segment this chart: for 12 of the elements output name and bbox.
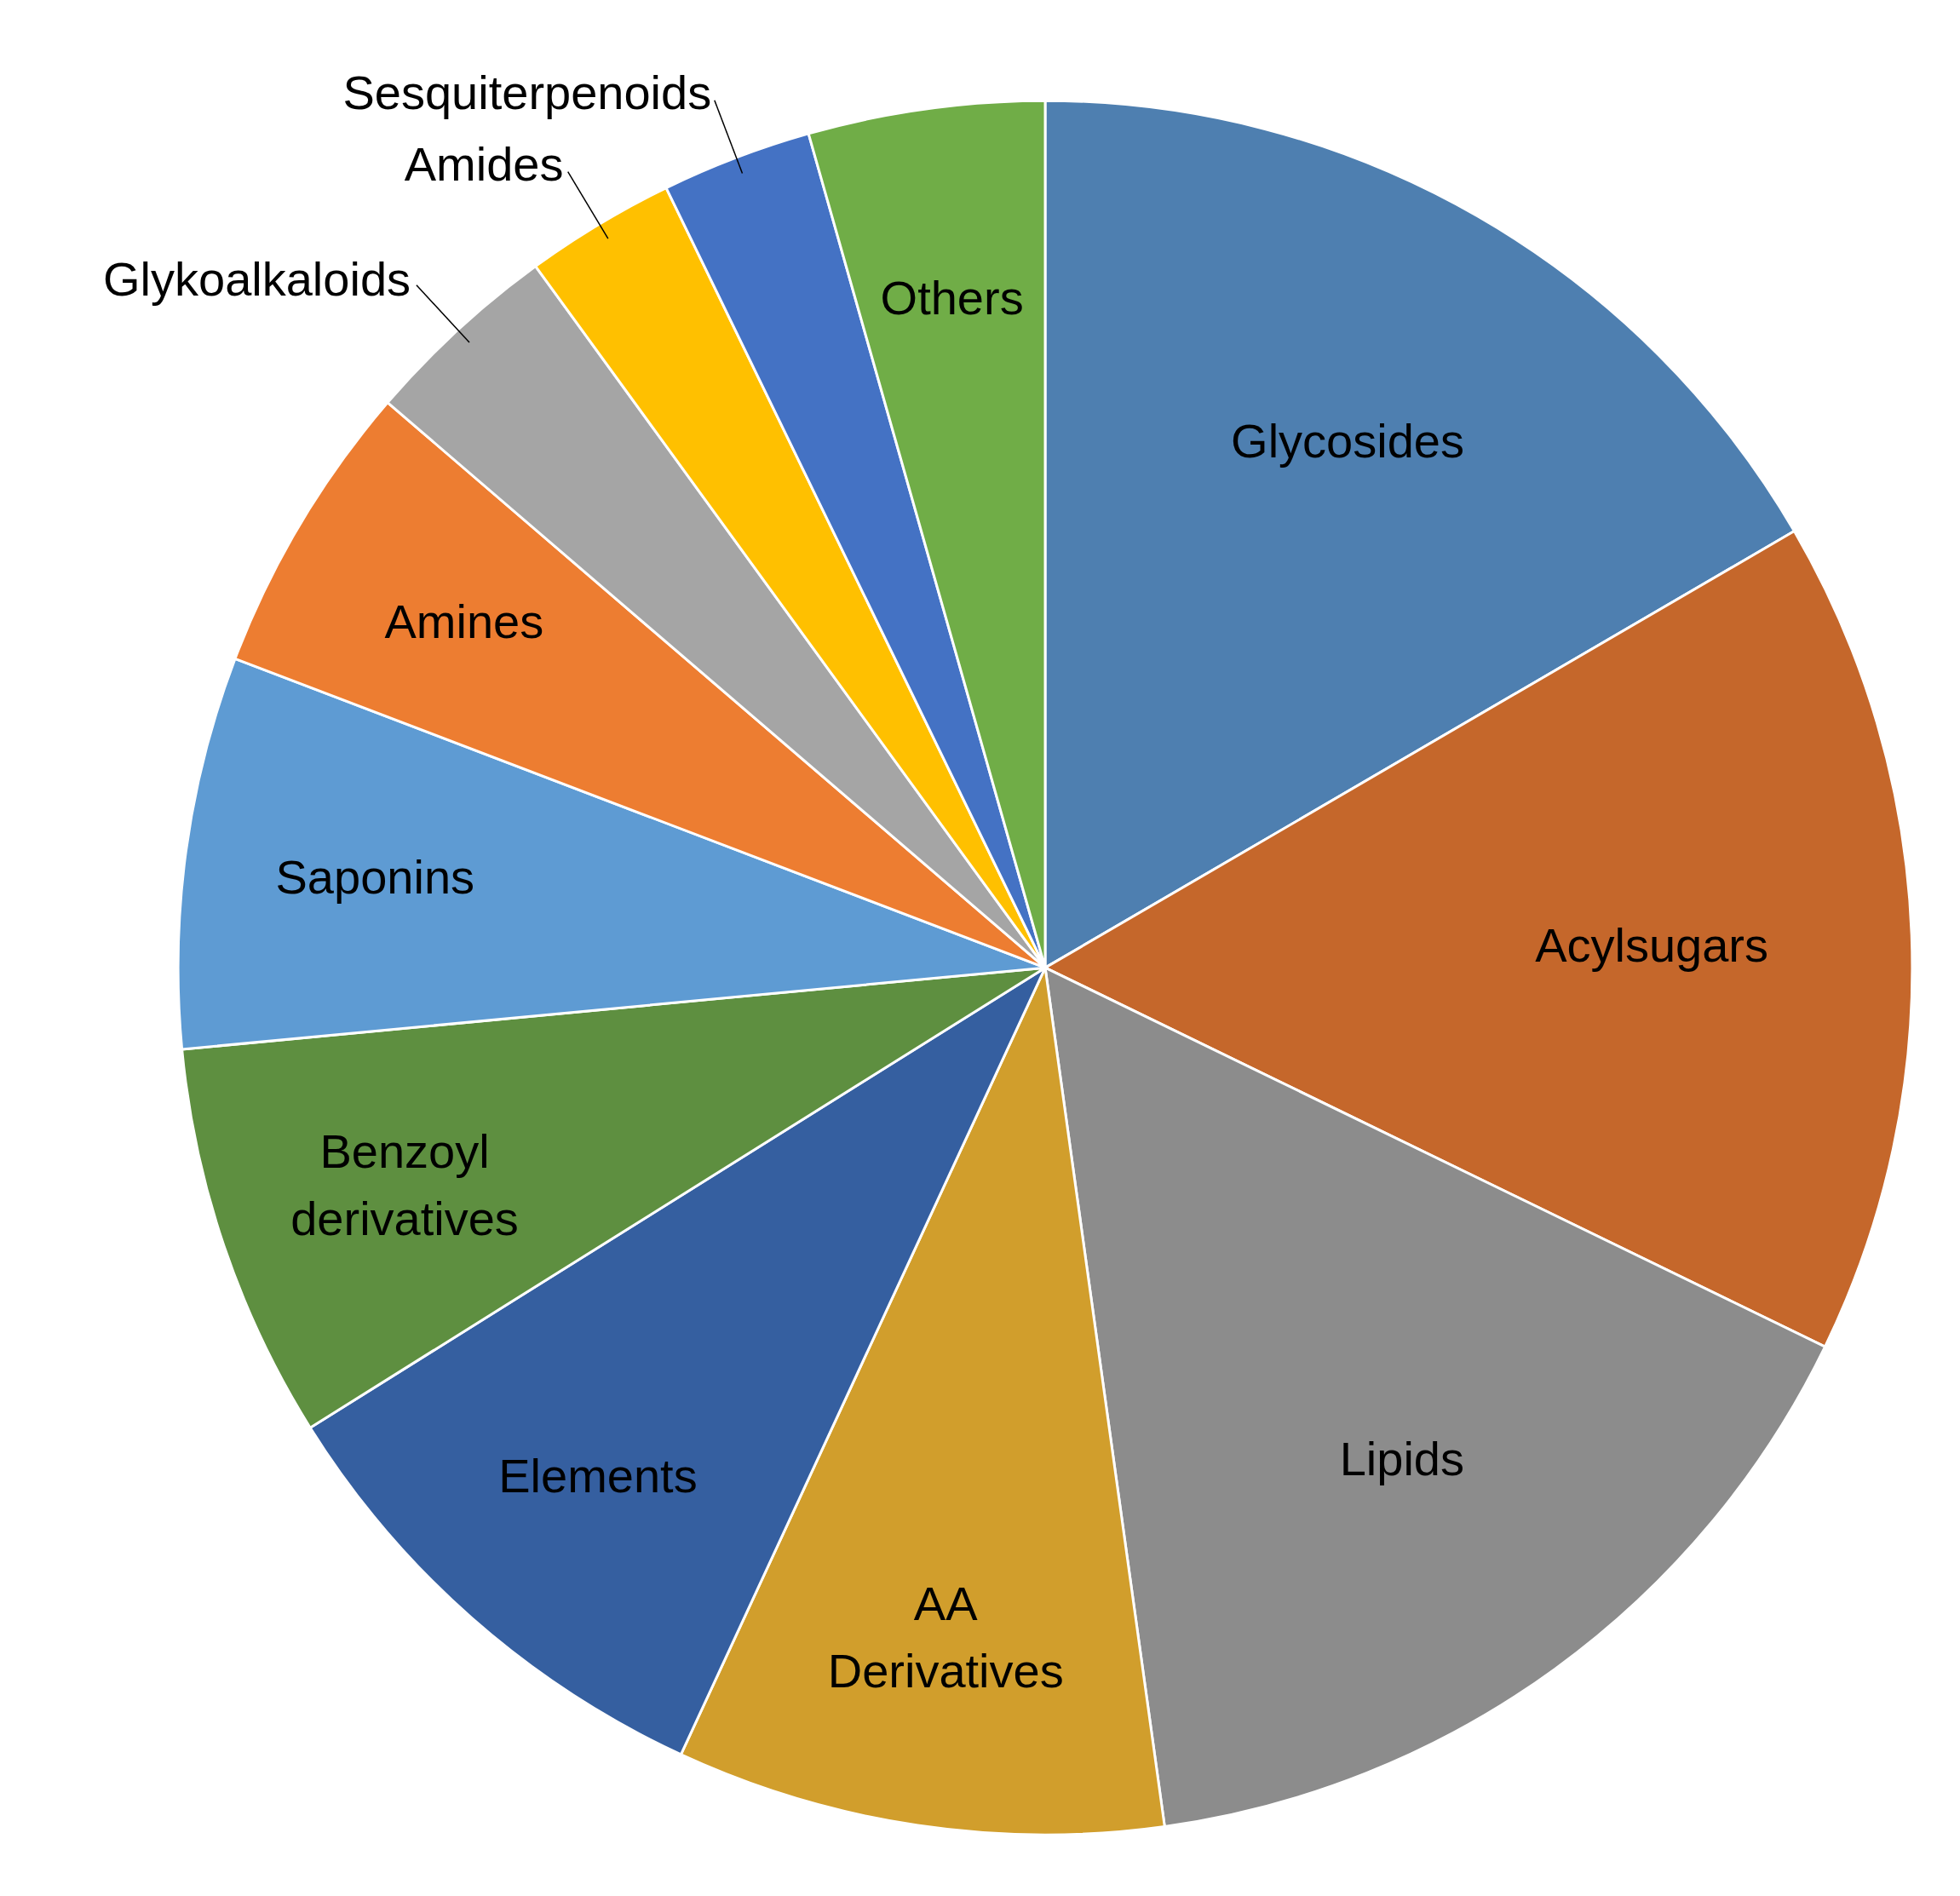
slice-label: Others [880, 270, 1024, 325]
slice-label: Acylsugars [1535, 917, 1769, 972]
slice-label: Lipids [1339, 1432, 1465, 1486]
slice-label: Amides [404, 137, 564, 192]
slice-label: AA Derivatives [827, 1577, 1064, 1698]
slice-label: Sesquiterpenoids [342, 65, 712, 119]
slice-label: Elements [498, 1448, 698, 1502]
slice-label: Benzoyl derivatives [290, 1124, 519, 1246]
slice-label: Glykoalkaloids [102, 251, 411, 306]
slice-label: Glycosides [1231, 414, 1464, 468]
slice-label: Amines [384, 595, 544, 649]
slice-label: Saponins [275, 849, 475, 904]
